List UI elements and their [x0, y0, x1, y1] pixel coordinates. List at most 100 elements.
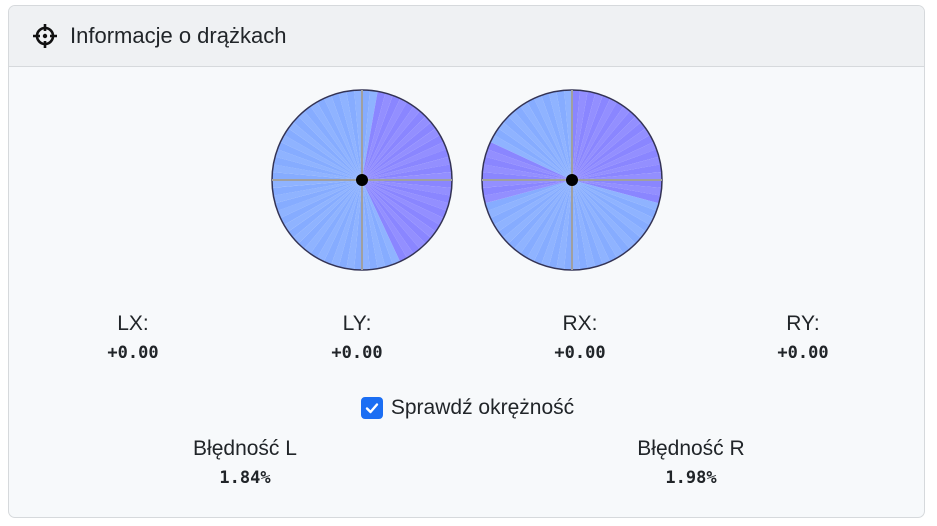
- stick-sector: [572, 180, 662, 196]
- stick-sector: [275, 149, 362, 180]
- stick-sector: [362, 180, 436, 238]
- stick-sector: [362, 172, 452, 180]
- circularity-toggle[interactable]: Sprawdź okrężność: [360, 396, 574, 420]
- stick-sector: [362, 91, 386, 180]
- left-stick-sectors: [272, 90, 452, 270]
- stick-sector: [298, 111, 362, 180]
- crosshair-icon: [33, 24, 57, 48]
- circularity-errors: Błędność L 1.84% Błędność R 1.98%: [9, 436, 924, 496]
- stick-sector: [362, 180, 393, 267]
- stick-sector: [534, 180, 572, 265]
- stick-sector: [572, 180, 630, 254]
- stick-sector: [362, 156, 451, 180]
- stick-sector: [482, 172, 572, 180]
- axis-value: +0.00: [107, 343, 159, 363]
- stick-sector: [487, 180, 572, 218]
- stick-sector: [520, 102, 572, 180]
- axis-label: LX:: [117, 312, 149, 335]
- stick-sector: [514, 106, 572, 180]
- stick-sector: [487, 142, 572, 180]
- stick-sector: [317, 180, 362, 262]
- stick-sector: [362, 180, 370, 270]
- stick-sector: [362, 98, 407, 180]
- stick-sector: [494, 180, 572, 232]
- stick-sector: [362, 180, 386, 269]
- stick-sector: [572, 90, 588, 180]
- stick-sector: [572, 98, 617, 180]
- stick-sector: [534, 95, 572, 180]
- stick-sector: [284, 128, 362, 180]
- stick-sector: [280, 180, 362, 225]
- error-right: Błędność R 1.98%: [591, 436, 791, 488]
- stick-sector: [362, 93, 393, 180]
- axis-label: LY:: [342, 312, 372, 335]
- stick-sector: [572, 180, 659, 211]
- stick-sector: [572, 180, 661, 204]
- stick-sector: [288, 180, 362, 238]
- stick-sector: [572, 180, 636, 249]
- stick-sector: [514, 180, 572, 254]
- stick-sector: [498, 122, 572, 180]
- stick-sector: [338, 180, 362, 269]
- stick-sector: [572, 91, 596, 180]
- axis-ry: RY: +0.00: [743, 311, 863, 363]
- stick-sector: [527, 180, 572, 262]
- stick-sector: [572, 180, 646, 238]
- stick-sector: [293, 180, 362, 244]
- error-label: Błędność L: [193, 437, 297, 460]
- stick-sector: [362, 90, 378, 180]
- axis-label: RY:: [786, 312, 820, 335]
- stick-sector: [362, 180, 452, 196]
- stick-sector: [304, 106, 362, 180]
- stick-sector: [572, 116, 641, 180]
- stick-info-card: Informacje o drążkach LX: +0.00 LY: +0.0…: [8, 5, 925, 518]
- axis-label: RX:: [562, 312, 598, 335]
- stick-sector: [362, 180, 414, 258]
- stick-sector: [572, 142, 657, 180]
- stick-sector: [272, 180, 362, 188]
- stick-sector: [572, 180, 624, 258]
- card-title: Informacje o drążkach: [70, 23, 287, 48]
- stick-sector: [572, 180, 610, 265]
- stick-sector: [288, 122, 362, 180]
- stick-sector: [572, 111, 636, 180]
- stick-sector: [572, 164, 662, 180]
- stick-sector: [362, 180, 444, 225]
- stick-sector: [362, 180, 451, 204]
- stick-sector: [354, 180, 362, 270]
- circularity-checkbox[interactable]: [360, 397, 383, 419]
- stick-sector: [498, 180, 572, 238]
- stick-sector: [362, 106, 420, 180]
- axis-rx: RX: +0.00: [520, 311, 640, 363]
- error-value: 1.98%: [665, 468, 717, 488]
- stick-sector: [483, 180, 572, 204]
- stick-sector: [362, 164, 452, 180]
- stick-sector: [362, 180, 420, 254]
- right-stick-sectors: [482, 90, 662, 270]
- stick-sector: [277, 180, 362, 218]
- stick-sector: [272, 164, 362, 180]
- stick-sector: [572, 149, 659, 180]
- stick-sector: [346, 90, 362, 180]
- stick-sector: [541, 93, 572, 180]
- stick-sector: [564, 90, 572, 180]
- stick-sector: [338, 91, 362, 180]
- stick-sector: [362, 128, 440, 180]
- stick-sector: [362, 180, 426, 249]
- stick-sector: [508, 180, 572, 249]
- right-stick-circle: [481, 89, 663, 271]
- right-stick-position-dot: [566, 174, 578, 186]
- axis-value: +0.00: [777, 343, 829, 363]
- stick-sector: [564, 180, 572, 270]
- stick-sector: [272, 180, 362, 196]
- stick-sector: [572, 180, 596, 269]
- stick-sector: [346, 180, 362, 270]
- stick-sector: [362, 111, 426, 180]
- card-header: Informacje o drążkach: [9, 6, 924, 67]
- stick-sector: [572, 180, 657, 218]
- stick-sector: [548, 91, 572, 180]
- left-stick-circle: [271, 89, 453, 271]
- stick-sector: [572, 90, 580, 180]
- stick-sector: [572, 180, 654, 225]
- stick-sector: [304, 180, 362, 254]
